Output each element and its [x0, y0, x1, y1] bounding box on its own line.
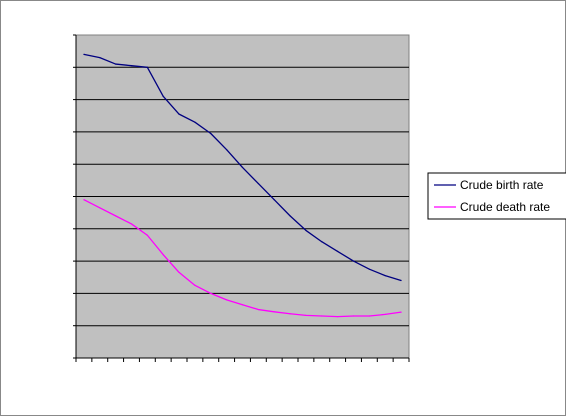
data-point-crude-birth-rate-7	[178, 113, 180, 115]
data-point-crude-death-rate-4	[130, 223, 133, 225]
data-point-crude-death-rate-21	[400, 311, 402, 313]
legend-box	[427, 172, 566, 220]
data-point-crude-death-rate-17	[337, 316, 339, 318]
data-point-crude-death-rate-7	[178, 271, 180, 274]
data-point-crude-death-rate-12	[257, 308, 259, 311]
data-point-crude-death-rate-16	[321, 315, 323, 317]
data-point-crude-birth-rate-8	[194, 121, 196, 123]
data-point-crude-death-rate-10	[226, 299, 228, 301]
data-point-crude-birth-rate-11	[241, 166, 244, 169]
data-point-crude-birth-rate-2	[99, 57, 101, 59]
data-point-crude-death-rate-18	[352, 315, 355, 317]
legend-label-crude-death-rate: Crude death rate	[460, 200, 550, 214]
data-point-crude-death-rate-19	[368, 315, 370, 317]
data-point-crude-death-rate-6	[162, 254, 164, 256]
data-point-crude-death-rate-14	[289, 313, 291, 315]
data-point-crude-birth-rate-10	[226, 149, 228, 151]
data-point-crude-birth-rate-16	[321, 241, 323, 243]
data-point-crude-birth-rate-17	[337, 250, 339, 253]
data-point-crude-death-rate-2	[99, 207, 101, 209]
data-point-crude-birth-rate-3	[115, 63, 117, 65]
data-point-crude-birth-rate-4	[130, 65, 133, 67]
data-point-crude-death-rate-20	[384, 313, 386, 315]
data-point-crude-death-rate-11	[241, 304, 244, 306]
data-point-crude-birth-rate-15	[305, 229, 307, 232]
data-point-crude-birth-rate-18	[352, 260, 355, 262]
data-point-crude-death-rate-9	[210, 292, 212, 294]
data-point-crude-death-rate-1	[83, 199, 85, 201]
data-point-crude-birth-rate-5	[146, 66, 148, 68]
legend: Crude birth rate Crude death rate	[427, 172, 566, 220]
data-point-crude-birth-rate-20	[384, 275, 386, 277]
data-point-crude-birth-rate-1	[83, 53, 85, 55]
data-point-crude-death-rate-13	[273, 311, 275, 313]
data-point-crude-birth-rate-6	[162, 95, 164, 97]
data-point-crude-birth-rate-14	[289, 215, 291, 217]
data-point-crude-birth-rate-9	[210, 132, 212, 135]
data-point-crude-death-rate-3	[115, 215, 117, 217]
data-point-crude-death-rate-5	[146, 234, 148, 236]
data-point-crude-death-rate-15	[305, 314, 307, 316]
legend-label-crude-birth-rate: Crude birth rate	[460, 178, 544, 192]
data-point-crude-birth-rate-13	[273, 199, 275, 201]
data-point-crude-birth-rate-19	[368, 268, 370, 270]
data-point-crude-death-rate-8	[194, 284, 196, 286]
data-point-crude-birth-rate-21	[400, 279, 402, 282]
data-point-crude-birth-rate-12	[257, 182, 259, 185]
